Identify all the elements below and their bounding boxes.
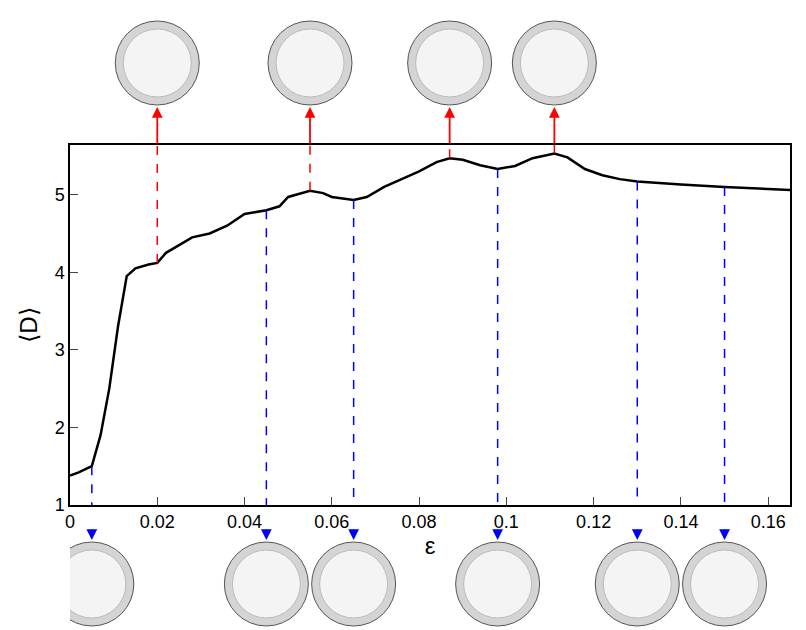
svg-text:0.08: 0.08 xyxy=(402,512,437,532)
svg-text:0.06: 0.06 xyxy=(314,512,349,532)
svg-text:ε: ε xyxy=(425,532,436,559)
svg-text:0: 0 xyxy=(65,512,75,532)
svg-text:5: 5 xyxy=(55,185,65,205)
svg-text:2: 2 xyxy=(55,418,65,438)
svg-text:0.12: 0.12 xyxy=(576,512,611,532)
svg-text:0.02: 0.02 xyxy=(140,512,175,532)
svg-text:0.04: 0.04 xyxy=(227,512,262,532)
svg-text:0.16: 0.16 xyxy=(751,512,786,532)
svg-text:3: 3 xyxy=(55,340,65,360)
svg-text:4: 4 xyxy=(55,263,65,283)
svg-text:0.1: 0.1 xyxy=(494,512,519,532)
svg-text:⟨D⟩: ⟨D⟩ xyxy=(15,307,42,342)
svg-text:1: 1 xyxy=(55,495,65,515)
svg-text:0.14: 0.14 xyxy=(663,512,698,532)
